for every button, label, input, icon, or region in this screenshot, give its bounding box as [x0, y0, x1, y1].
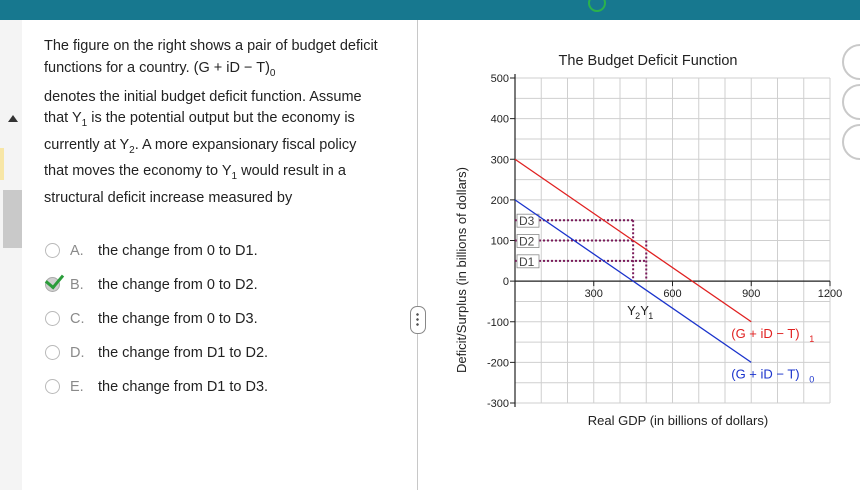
answer-options: A. the change from 0 to D1. B. the chang…	[44, 240, 384, 410]
marker-label-box	[516, 234, 540, 248]
collapse-arrow-icon[interactable]	[8, 115, 18, 122]
radio-button[interactable]	[45, 379, 60, 394]
y-tick-label: 0	[503, 276, 509, 288]
option-text: the change from D1 to D3.	[98, 379, 269, 395]
series-label-subscript: 1	[809, 334, 814, 344]
y-tick-label: 300	[491, 154, 509, 166]
x-tick-label: 300	[585, 288, 603, 300]
series-label-subscript: 0	[809, 374, 814, 384]
y-tick-label: -200	[487, 357, 509, 369]
option-letter: D.	[70, 345, 85, 361]
output-marker-subscript: 2	[635, 311, 640, 321]
x-tick-label: 1200	[818, 288, 842, 300]
scrollbar-thumb[interactable]	[3, 190, 22, 248]
option-a[interactable]: A. the change from 0 to D1.	[44, 240, 384, 274]
option-letter: A.	[70, 243, 84, 259]
radio-button[interactable]	[45, 243, 60, 258]
y-tick-label: 100	[491, 236, 509, 248]
x-tick-label: 900	[742, 288, 760, 300]
y-tick-label: -100	[487, 317, 509, 329]
marker-label: D1	[519, 255, 535, 269]
status-circle-icon	[588, 0, 606, 12]
y-tick-label: 500	[491, 73, 509, 85]
option-c[interactable]: C. the change from 0 to D3.	[44, 308, 384, 342]
panel-resize-handle[interactable]	[410, 306, 426, 334]
option-letter: C.	[70, 311, 85, 327]
drag-dots-icon	[416, 312, 419, 328]
highlight-marker	[0, 148, 4, 180]
y-tick-label: 200	[491, 195, 509, 207]
top-bar	[0, 0, 860, 20]
radio-button[interactable]	[45, 311, 60, 326]
series-label: (G + iD − T)	[731, 366, 799, 381]
x-tick-label: 600	[663, 288, 681, 300]
y-tick-label: -300	[487, 398, 509, 410]
left-sidebar-strip	[0, 20, 22, 490]
radio-button-selected[interactable]	[45, 277, 60, 292]
output-marker-label: Y	[640, 303, 649, 318]
panel-divider	[417, 20, 418, 490]
series-label: (G + iD − T)	[731, 326, 799, 341]
option-text: the change from 0 to D1.	[98, 243, 258, 259]
option-text: the change from D1 to D2.	[98, 345, 269, 361]
marker-label-box	[516, 213, 540, 228]
output-marker-label: Y	[627, 303, 636, 318]
option-e[interactable]: E. the change from D1 to D3.	[44, 376, 384, 410]
question-text: The figure on the right shows a pair of …	[44, 38, 378, 206]
y-tick-label: 400	[491, 114, 509, 126]
x-axis-label: Real GDP (in billions of dollars)	[588, 413, 768, 428]
option-text: the change from 0 to D2.	[98, 277, 258, 293]
chart-series	[514, 158, 752, 363]
y-axis-label: Deficit/Surplus (in billions of dollars)	[454, 167, 469, 373]
option-letter: B.	[70, 277, 84, 293]
chart-grid	[514, 77, 831, 404]
series-line	[514, 199, 752, 363]
output-marker-subscript: 1	[648, 311, 653, 321]
marker-label: D2	[519, 235, 535, 249]
marker-label: D3	[519, 214, 535, 228]
option-d[interactable]: D. the change from D1 to D2.	[44, 342, 384, 376]
option-b[interactable]: B. the change from 0 to D2.	[44, 269, 384, 308]
radio-button[interactable]	[45, 345, 60, 360]
marker-label-box	[516, 254, 540, 269]
option-letter: E.	[70, 379, 84, 395]
chart-title: The Budget Deficit Function	[559, 53, 738, 69]
series-line	[514, 158, 752, 323]
budget-deficit-chart: The Budget Deficit Function Real GDP (in…	[454, 53, 842, 428]
chart-series-labels: (G + iD − T) 1 (G + iD − T) 0	[731, 326, 814, 385]
option-text: the change from 0 to D3.	[98, 311, 258, 327]
